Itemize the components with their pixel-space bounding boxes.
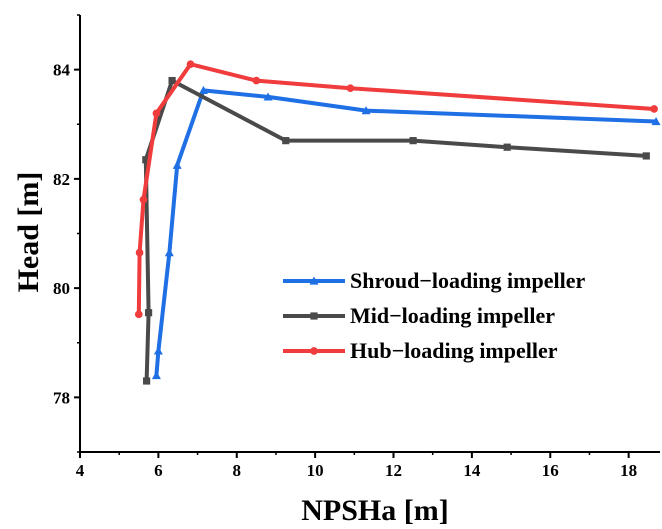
data-point — [164, 248, 174, 257]
y-axis-title: Head [m] — [12, 172, 45, 293]
legend-label: Mid−loading impeller — [350, 303, 555, 328]
series-line — [143, 78, 647, 382]
legend-swatch-marker — [310, 312, 318, 320]
y-tick-label: 84 — [53, 61, 71, 80]
data-point — [642, 152, 650, 160]
x-tick-label: 18 — [620, 461, 637, 480]
legend-entry: Hub−loading impeller — [283, 338, 558, 363]
data-point — [198, 85, 208, 94]
legend-entry: Shroud−loading impeller — [283, 268, 585, 293]
x-tick-label: 4 — [76, 461, 85, 480]
data-point — [142, 156, 150, 164]
data-point — [135, 248, 144, 257]
data-point — [152, 109, 161, 118]
data-point — [252, 76, 261, 85]
data-point — [151, 371, 161, 380]
x-tick-label: 8 — [233, 461, 242, 480]
data-point — [168, 76, 176, 85]
data-point — [143, 377, 151, 385]
x-axis-title: NPSHa [m] — [301, 494, 448, 527]
legend-label: Shroud−loading impeller — [350, 268, 585, 293]
legend-entry: Mid−loading impeller — [283, 303, 555, 328]
x-tick-label: 12 — [385, 461, 402, 480]
legend-swatch-marker — [309, 276, 319, 285]
y-tick-label: 80 — [53, 279, 70, 298]
data-point — [651, 117, 661, 126]
x-tick-label: 16 — [542, 461, 559, 480]
series-line — [136, 62, 655, 315]
x-tick-label: 10 — [307, 461, 324, 480]
series-layer — [134, 60, 661, 385]
data-point — [172, 160, 182, 169]
series-0 — [151, 85, 661, 380]
y-tick-label: 82 — [53, 170, 70, 189]
data-point — [186, 60, 195, 68]
series-1 — [142, 76, 650, 385]
x-tick-label: 6 — [154, 461, 163, 480]
data-point — [153, 346, 163, 355]
y-tick-label: 78 — [53, 388, 70, 407]
data-point — [263, 92, 273, 101]
legend-swatch-marker — [310, 347, 318, 355]
data-point — [409, 137, 417, 145]
series-2 — [134, 60, 658, 319]
data-point — [346, 84, 355, 93]
series-line — [154, 88, 657, 376]
data-point — [139, 195, 148, 204]
legend: Shroud−loading impeller Mid−loading impel… — [283, 268, 585, 363]
data-point — [144, 309, 153, 317]
legend-label: Hub−loading impeller — [350, 338, 558, 363]
data-point — [282, 137, 290, 145]
x-tick-label: 14 — [463, 461, 481, 480]
data-point — [361, 106, 371, 115]
data-point — [650, 105, 658, 113]
data-point — [503, 143, 511, 151]
data-point — [134, 310, 143, 319]
axes: 4 6 8 10 12 14 16 18 78 80 82 84 — [53, 14, 660, 480]
